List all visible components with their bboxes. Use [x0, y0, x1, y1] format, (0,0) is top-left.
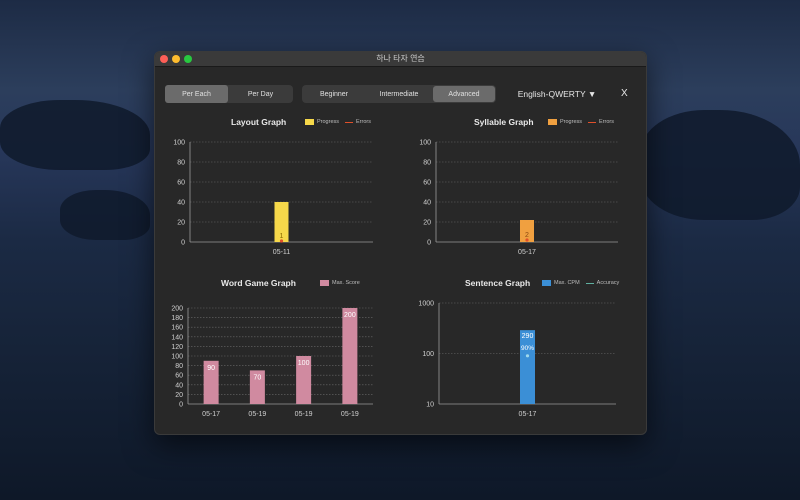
- window-title: 하나 타자 연습: [376, 54, 425, 63]
- y-tick-label: 100: [419, 140, 431, 147]
- y-tick-label: 40: [175, 382, 183, 389]
- data-label: 290: [522, 333, 534, 340]
- sentence-graph: Sentence Graph Max. CPM Accuracy 10 100 10…: [400, 272, 645, 432]
- y-tick-label: 100: [173, 140, 185, 147]
- y-tick-label: 120: [171, 344, 183, 351]
- bar: [520, 330, 535, 404]
- layout-graph-legend: Progress Errors: [305, 119, 371, 125]
- language-dropdown[interactable]: English-QWERTY ▼: [517, 89, 597, 99]
- y-tick-label: 40: [177, 200, 185, 207]
- y-tick-label: 20: [175, 392, 183, 399]
- word-game-graph-title: Word Game Graph: [221, 278, 296, 288]
- legend-accuracy: Accuracy: [596, 280, 620, 286]
- error-point: [525, 238, 529, 242]
- data-label: 2: [525, 232, 529, 239]
- y-tick-label: 140: [171, 334, 183, 341]
- close-button[interactable]: X: [621, 88, 628, 99]
- app-window: 하나 타자 연습 Per Each Per Day Beginner Inter…: [154, 51, 647, 435]
- sentence-graph-legend: Max. CPM Accuracy: [542, 280, 619, 286]
- accuracy-point: [525, 354, 530, 358]
- close-window-button[interactable]: [160, 55, 168, 63]
- y-tick-label: 160: [171, 325, 183, 332]
- x-tick-label: 05-19: [341, 411, 359, 418]
- y-tick-label: 40: [423, 200, 431, 207]
- bar: [520, 220, 534, 242]
- y-tick-label: 60: [423, 180, 431, 187]
- y-tick-label: 80: [175, 363, 183, 370]
- y-tick-label: 100: [422, 351, 434, 358]
- y-tick-label: 60: [177, 180, 185, 187]
- level-toggle: Beginner Intermediate Advanced: [302, 85, 496, 103]
- x-tick-label: 05-19: [248, 411, 266, 418]
- y-tick-label: 0: [181, 240, 185, 247]
- legend-max-score: Max. Score: [332, 280, 360, 286]
- y-tick-label: 200: [171, 306, 183, 313]
- error-point: [279, 239, 284, 243]
- y-tick-label: 0: [427, 240, 431, 247]
- y-tick-label: 180: [171, 315, 183, 322]
- data-label: 100: [298, 360, 310, 367]
- bar: [203, 360, 219, 404]
- x-tick-label: 05-11: [273, 249, 290, 256]
- accuracy-label: 90%: [521, 345, 534, 352]
- bar: [249, 370, 265, 404]
- bar: [296, 356, 312, 404]
- syllable-graph: Syllable Graph Progress Errors 0 20 40 60 80…: [400, 112, 645, 262]
- x-tick-label: 05-17: [519, 411, 537, 418]
- legend-max-cpm: Max. CPM: [554, 280, 580, 286]
- bar: [342, 308, 358, 404]
- y-tick-label: 20: [423, 220, 431, 227]
- background-island-bottom-left: [60, 190, 150, 240]
- y-tick-label: 80: [423, 160, 431, 167]
- data-label: 90: [207, 365, 215, 372]
- beginner-button[interactable]: Beginner: [319, 90, 349, 98]
- title-bar: 하나 타자 연습: [155, 52, 646, 67]
- data-label: 70: [253, 374, 261, 381]
- legend-errors: Errors: [599, 119, 614, 125]
- x-tick-label: 05-17: [202, 411, 220, 418]
- syllable-plot: 0 20 40 60 80 100 05-17 2: [419, 140, 618, 256]
- legend-errors: Errors: [356, 119, 371, 125]
- errors-swatch: [345, 121, 354, 123]
- y-tick-label: 10: [426, 402, 434, 409]
- intermediate-button[interactable]: Intermediate: [379, 90, 419, 98]
- progress-swatch: [548, 119, 557, 125]
- syllable-graph-title: Syllable Graph: [474, 117, 534, 127]
- accuracy-swatch: [585, 282, 594, 284]
- y-tick-label: 20: [177, 220, 185, 227]
- y-tick-label: 0: [179, 402, 183, 409]
- syllable-graph-legend: Progress Errors: [548, 119, 614, 125]
- max-cpm-swatch: [542, 280, 551, 286]
- advanced-button[interactable]: Advanced: [433, 86, 495, 102]
- layout-graph-title: Layout Graph: [231, 117, 287, 127]
- data-label: 1: [280, 233, 284, 240]
- per-day-button[interactable]: Per Day: [247, 90, 274, 98]
- data-label: 200: [344, 312, 356, 319]
- y-tick-label: 60: [175, 373, 183, 380]
- word-game-plot: 0 20 40 60 80 100 120 140 160 180 200 05-17 90 05-19 7…: [171, 306, 373, 418]
- background-island-left: [0, 100, 150, 170]
- word-game-graph: Word Game Graph Max. Score 0 20 40 60 80 100 1…: [155, 272, 400, 432]
- progress-swatch: [305, 119, 314, 125]
- sentence-plot: 10 100 1000 05-17 290 90%: [418, 301, 616, 418]
- x-tick-label: 05-17: [518, 249, 536, 256]
- errors-swatch: [588, 121, 597, 123]
- minimize-window-button[interactable]: [172, 55, 180, 63]
- legend-progress: Progress: [560, 119, 583, 125]
- sentence-graph-title: Sentence Graph: [465, 278, 531, 288]
- y-tick-label: 1000: [418, 301, 434, 308]
- legend-progress: Progress: [317, 119, 340, 125]
- view-toggle: Per Each Per Day: [165, 85, 293, 103]
- word-game-graph-legend: Max. Score: [320, 280, 360, 286]
- x-tick-label: 05-19: [295, 411, 313, 418]
- bar: [274, 202, 289, 242]
- zoom-window-button[interactable]: [184, 55, 192, 63]
- layout-plot: 0 20 40 60 80 100 05-11 1: [173, 140, 373, 256]
- per-each-button[interactable]: Per Each: [165, 85, 228, 103]
- layout-graph: Layout Graph Progress Errors 0 20 40 60 80 10…: [155, 112, 400, 262]
- y-tick-label: 100: [171, 354, 183, 361]
- max-score-swatch: [320, 280, 329, 286]
- y-tick-label: 80: [177, 160, 185, 167]
- background-island-right: [640, 110, 800, 220]
